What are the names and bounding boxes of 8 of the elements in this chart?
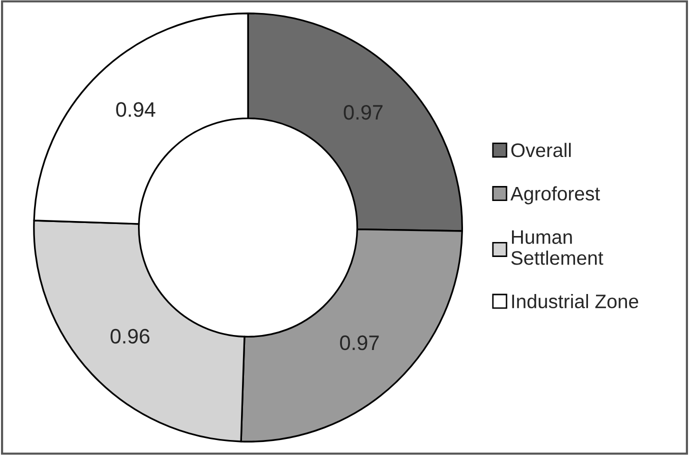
legend-label: Agroforest	[510, 186, 600, 204]
data-label: 0.97	[344, 104, 383, 120]
legend-label: Industrial Zone	[512, 294, 638, 308]
legend-label: Overall	[511, 142, 571, 158]
legend-label: Human Settlement	[511, 230, 604, 265]
data-label: 0.97	[340, 335, 379, 350]
data-label: 0.94	[116, 102, 156, 117]
data-label: 0.96	[110, 328, 150, 344]
